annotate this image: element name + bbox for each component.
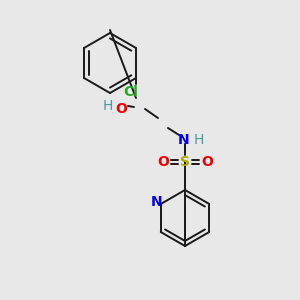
Text: O: O — [157, 155, 169, 169]
Text: N: N — [151, 195, 163, 209]
Text: O: O — [115, 102, 127, 116]
Text: S: S — [180, 155, 190, 169]
Text: O: O — [201, 155, 213, 169]
Text: H: H — [194, 133, 204, 147]
Text: H: H — [103, 99, 113, 113]
Text: Cl: Cl — [124, 85, 138, 99]
Text: N: N — [178, 133, 190, 147]
